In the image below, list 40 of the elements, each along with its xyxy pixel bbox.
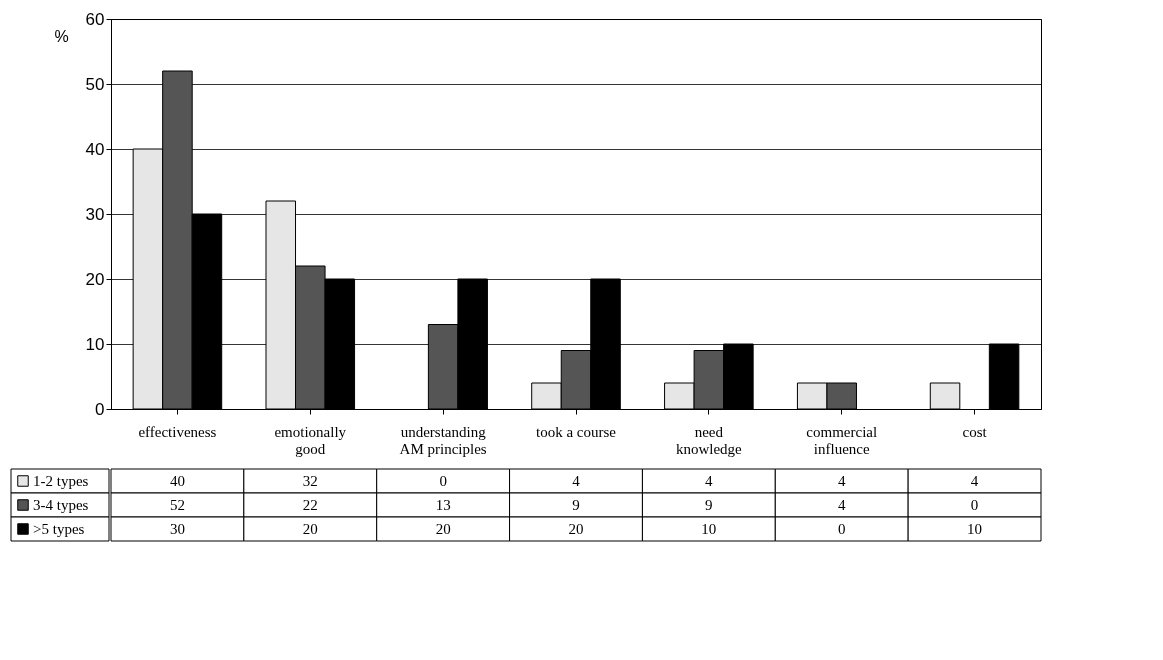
- data-label: 10: [967, 521, 983, 537]
- data-label: 22: [302, 497, 318, 513]
- y-tick-label: 60: [85, 9, 105, 29]
- data-label: 32: [302, 473, 318, 489]
- y-axis-title: %: [54, 27, 69, 45]
- data-label: 20: [302, 521, 318, 537]
- data-label: 4: [705, 473, 714, 489]
- bar: [929, 382, 961, 410]
- data-label: 9: [705, 497, 713, 513]
- data-label: 20: [568, 521, 584, 537]
- x-tick-label: understanding AM principles: [399, 423, 487, 457]
- data-label: 13: [435, 497, 451, 513]
- y-tick-label: 30: [85, 204, 105, 224]
- data-label: 4: [837, 473, 846, 489]
- data-label: 0: [970, 497, 979, 513]
- legend-label: 3-4 types: [33, 497, 89, 513]
- data-label: 4: [970, 473, 979, 489]
- data-label: 52: [169, 497, 185, 513]
- data-label: 20: [435, 521, 451, 537]
- data-label: 9: [572, 497, 580, 513]
- data-label: 10: [701, 521, 717, 537]
- x-tick-label: need knowledge: [675, 423, 743, 457]
- data-label: 0: [439, 473, 447, 489]
- x-tick-label: commercial influence: [806, 423, 878, 457]
- data-label: 4: [572, 473, 581, 489]
- legend-label: >5 types: [33, 521, 85, 537]
- y-tick-label: 50: [85, 74, 105, 94]
- data-label: 40: [169, 473, 185, 489]
- data-label: 0: [837, 521, 846, 537]
- x-tick-label: cost: [962, 423, 988, 440]
- data-label: 4: [837, 497, 846, 513]
- legend-label: 1-2 types: [33, 473, 89, 489]
- x-tick-label: emotionally good: [274, 423, 347, 457]
- y-tick-label: 10: [85, 334, 105, 354]
- y-tick-label: 0: [95, 399, 105, 419]
- x-tick-label: took a course: [536, 423, 617, 440]
- y-tick-label: 40: [85, 139, 105, 159]
- y-tick-label: 20: [85, 269, 105, 289]
- x-tick-label: effectiveness: [138, 423, 217, 440]
- data-label: 30: [169, 521, 185, 537]
